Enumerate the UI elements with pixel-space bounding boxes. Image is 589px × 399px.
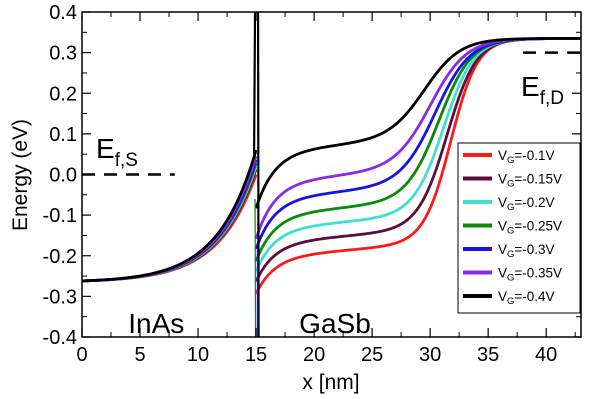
x-tick-label: 20	[303, 344, 325, 366]
y-tick-label: 0.4	[49, 2, 77, 24]
x-tick-label: 30	[419, 344, 441, 366]
interface-line	[256, 12, 260, 337]
y-tick-label: -0.3	[43, 286, 77, 308]
x-tick-label: 25	[361, 344, 383, 366]
x-tick-label: 0	[76, 344, 87, 366]
x-axis-label: x [nm]	[302, 371, 359, 394]
x-tick-label: 10	[187, 344, 209, 366]
legend: VG=-0.1V VG=-0.15V VG=-0.2V VG=-0.25V VG=-0.…	[457, 142, 581, 314]
y-tick-label: -0.4	[43, 327, 77, 349]
fermi-level-lines	[82, 51, 581, 176]
y-tick-label: -0.2	[43, 246, 77, 268]
legend-label: VG=-0.3V	[498, 242, 555, 260]
series-curves	[82, 37, 581, 295]
region-labels: InAs GaSb	[128, 308, 371, 339]
x-tick-label: 5	[134, 344, 145, 366]
legend-label: VG=-0.25V	[498, 219, 562, 237]
x-tick-label: 40	[535, 344, 557, 366]
interface-line	[252, 12, 257, 155]
fermi-level-label: Ef,D	[521, 71, 564, 109]
y-tick-label: 0.0	[49, 165, 77, 187]
interface-line	[254, 198, 257, 337]
interface-barrier	[252, 12, 260, 337]
y-axis-ticks: -0.4 -0.3 -0.2 -0.1 0.0 0.1 0.2 0.3 0.4	[43, 2, 581, 349]
fermi-level-label: Ef,S	[96, 133, 138, 171]
y-axis-label: Energy (eV)	[9, 119, 32, 231]
legend-label: VG=-0.2V	[498, 195, 555, 213]
y-tick-label: -0.1	[43, 205, 77, 227]
x-axis-ticks: 0 5 10 15 20 25 30 35 40	[76, 12, 576, 366]
x-tick-label: 15	[245, 344, 267, 366]
y-tick-label: 0.1	[49, 124, 77, 146]
legend-label: VG=-0.15V	[498, 172, 562, 190]
y-tick-label: 0.3	[49, 43, 77, 65]
legend-label: VG=-0.1V	[498, 148, 555, 166]
legend-box	[457, 142, 581, 314]
y-tick-label: 0.2	[49, 83, 77, 105]
legend-label: VG=-0.35V	[498, 266, 562, 284]
series-line	[82, 37, 581, 283]
region-label: GaSb	[299, 308, 371, 339]
region-label: InAs	[128, 308, 184, 339]
fermi-level-labels: Ef,S Ef,D	[96, 71, 564, 171]
legend-label: VG=-0.4V	[498, 289, 555, 307]
x-tick-label: 35	[477, 344, 499, 366]
